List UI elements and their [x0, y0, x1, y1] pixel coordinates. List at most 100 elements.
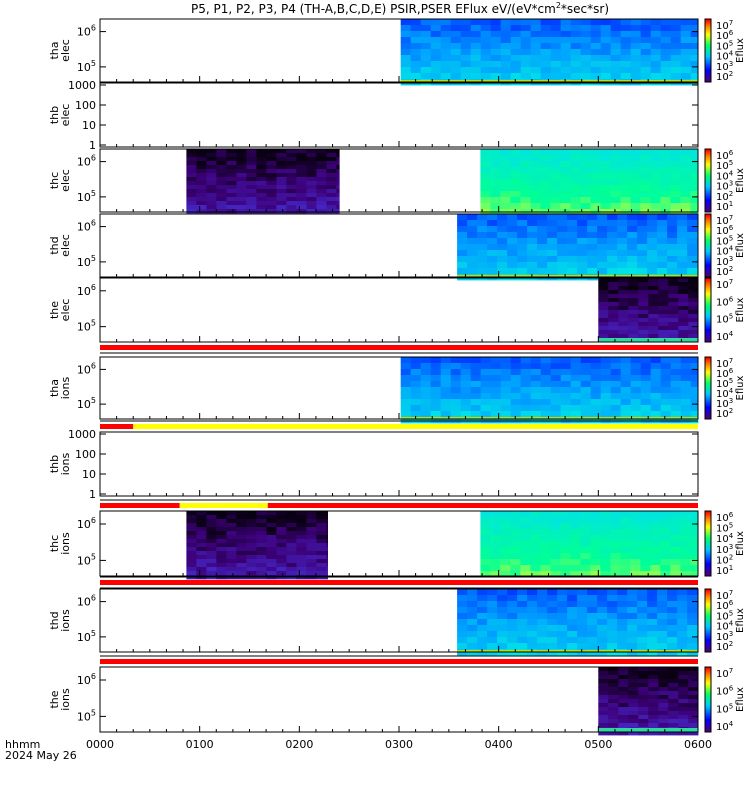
- spectrogram-cell: [306, 157, 317, 162]
- spectrogram-cell: [226, 173, 237, 178]
- colorbar-step: [705, 631, 711, 634]
- spectrogram-cell: [490, 191, 501, 198]
- spectrogram-cell: [336, 169, 340, 174]
- spectrogram-cell: [480, 167, 491, 174]
- spectrogram-cell: [678, 286, 689, 291]
- spectrogram-cell: [620, 191, 631, 198]
- spectrogram-cell: [688, 707, 699, 712]
- spectrogram-cell: [690, 571, 699, 578]
- spectrogram-cell: [637, 244, 648, 251]
- spectrogram-cell: [477, 226, 488, 233]
- spectrogram-cell: [470, 399, 482, 406]
- colorbar-step: [705, 527, 711, 530]
- spectrogram-cell: [186, 539, 197, 544]
- spectrogram-cell: [647, 220, 658, 227]
- spectrogram-cell: [628, 314, 639, 319]
- spectrogram-cell: [670, 369, 682, 376]
- spectrogram-cell: [680, 167, 691, 174]
- spectrogram-cell: [570, 541, 581, 548]
- colorbar-step: [705, 540, 711, 543]
- spectrogram-cell: [650, 553, 661, 560]
- spectrogram-cell: [677, 625, 688, 632]
- spectrogram-cell: [236, 543, 247, 548]
- spectrogram-cell: [670, 55, 682, 62]
- spectrogram-cell: [306, 165, 317, 170]
- spectrogram-cell: [560, 535, 571, 542]
- spectrogram-cell: [670, 155, 681, 162]
- spectrogram-cell: [600, 197, 611, 204]
- spectrogram-cell: [266, 149, 277, 154]
- spectrogram-cell: [286, 543, 297, 548]
- spectrogram-cell: [647, 589, 658, 596]
- spectrogram-cell: [668, 687, 679, 692]
- colorbar-label: Eflux: [735, 297, 746, 322]
- spectrogram-cell: [668, 711, 679, 716]
- spectrogram-cell: [196, 523, 207, 528]
- spectrogram-cell: [650, 417, 662, 424]
- colorbar-tick-label: 103: [716, 60, 733, 73]
- spectrogram-cell: [400, 31, 412, 38]
- spectrogram-cell: [610, 197, 621, 204]
- spectrogram-cell: [570, 559, 581, 566]
- spectrogram-cell: [637, 214, 648, 221]
- spectrogram-cell: [527, 631, 538, 638]
- spectrogram-cell: [617, 637, 628, 644]
- spectrogram-cell: [638, 719, 649, 724]
- spectrogram-cell: [570, 49, 582, 56]
- colorbar-step: [705, 169, 711, 172]
- colorbar-step: [705, 628, 711, 631]
- spectrogram-cell: [186, 563, 197, 568]
- spectrogram-cell: [690, 559, 699, 566]
- colorbar-step: [705, 74, 711, 77]
- spectrogram-cell: [587, 643, 598, 650]
- spectrogram-cell: [410, 25, 422, 32]
- spectrogram-cell: [216, 515, 227, 520]
- y-axis-label: theions: [48, 688, 72, 711]
- spectrogram-cell: [440, 381, 452, 388]
- flag-segment-red: [100, 580, 698, 585]
- spectrogram-cell: [296, 527, 307, 532]
- spectrogram-cell: [557, 637, 568, 644]
- spectrogram-cell: [420, 61, 432, 68]
- spectrogram-cell: [648, 290, 659, 295]
- spectrogram-cell: [276, 559, 287, 564]
- spectrogram-cell: [557, 232, 568, 239]
- panel-frame: [99, 431, 699, 497]
- spectrogram-cell: [520, 357, 532, 364]
- spectrogram-cell: [477, 256, 488, 263]
- spectrogram-cell: [547, 589, 558, 596]
- spectrogram-cell: [550, 67, 562, 74]
- spectrogram-cell: [647, 643, 658, 650]
- spectrogram-cell: [296, 169, 307, 174]
- spectrogram-cell: [550, 179, 561, 186]
- spectrogram-cell: [650, 43, 662, 50]
- spectrogram-cell: [610, 547, 621, 554]
- spectrogram-cell: [266, 201, 277, 206]
- spectrogram-cell: [336, 201, 340, 206]
- spectrogram-cell: [668, 715, 679, 720]
- spectrogram-cell: [587, 595, 598, 602]
- spectrogram-cell: [440, 417, 452, 424]
- y-tick-label: 1000: [68, 79, 96, 92]
- spectrogram-cell: [467, 250, 478, 257]
- spectrogram-cell: [467, 625, 478, 632]
- spectrogram-cell: [620, 547, 631, 554]
- spectrogram-cell: [610, 381, 622, 388]
- spectrogram-cell: [557, 601, 568, 608]
- colorbar-step: [705, 394, 711, 397]
- spectrogram-cell: [530, 185, 541, 192]
- spectrogram-cell: [668, 679, 679, 684]
- spectrogram-cell: [226, 181, 237, 186]
- spectrogram-cell: [216, 205, 227, 210]
- spectrogram-cell: [598, 675, 609, 680]
- spectrogram-cell: [490, 387, 502, 394]
- spectrogram-cell: [500, 73, 512, 80]
- spectrogram-cell: [196, 205, 207, 210]
- spectrogram-cell: [487, 607, 498, 614]
- spectrogram-cell: [660, 43, 672, 50]
- spectrogram-cell: [440, 61, 452, 68]
- spectrogram-cell: [256, 527, 267, 532]
- spectrogram-cell: [650, 149, 661, 156]
- spectrogram-cell: [296, 153, 307, 158]
